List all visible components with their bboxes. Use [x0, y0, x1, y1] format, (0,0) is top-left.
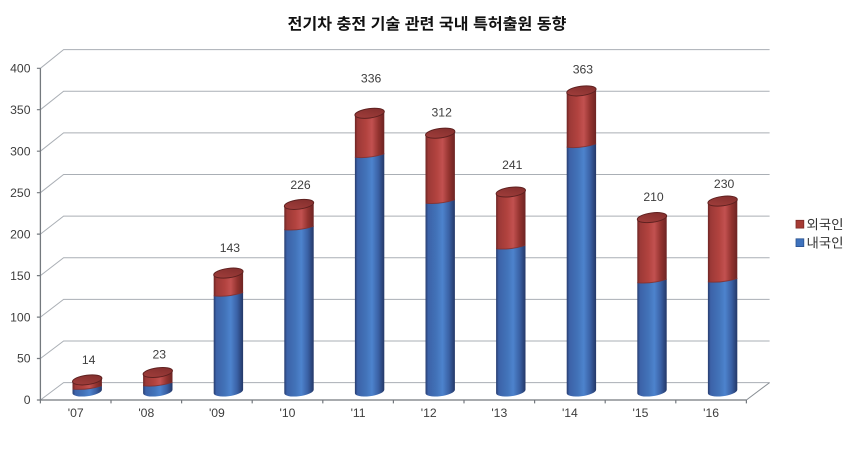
svg-text:312: 312 — [432, 106, 453, 120]
svg-text:100: 100 — [10, 310, 31, 324]
svg-text:'11: '11 — [351, 406, 366, 420]
svg-text:0: 0 — [24, 393, 31, 407]
svg-text:'12: '12 — [421, 406, 437, 420]
svg-text:'14: '14 — [562, 406, 578, 420]
svg-text:'16: '16 — [703, 406, 719, 420]
svg-text:230: 230 — [714, 177, 735, 191]
svg-text:336: 336 — [361, 72, 382, 86]
svg-text:'07: '07 — [68, 406, 84, 420]
svg-text:'10: '10 — [280, 406, 296, 420]
svg-text:'09: '09 — [209, 406, 225, 420]
svg-text:'15: '15 — [633, 406, 649, 420]
svg-text:210: 210 — [643, 190, 664, 204]
svg-text:400: 400 — [10, 62, 31, 76]
svg-text:14: 14 — [82, 353, 96, 367]
svg-text:250: 250 — [10, 186, 31, 200]
svg-text:363: 363 — [573, 63, 594, 77]
svg-text:'08: '08 — [138, 406, 154, 420]
svg-text:350: 350 — [10, 103, 31, 117]
svg-text:50: 50 — [17, 352, 31, 366]
svg-text:150: 150 — [10, 269, 31, 283]
svg-text:226: 226 — [290, 178, 311, 192]
svg-text:300: 300 — [10, 144, 31, 158]
svg-text:23: 23 — [153, 347, 167, 361]
svg-text:200: 200 — [10, 227, 31, 241]
svg-text:143: 143 — [220, 241, 241, 255]
svg-text:241: 241 — [502, 158, 523, 172]
svg-text:'13: '13 — [491, 406, 507, 420]
